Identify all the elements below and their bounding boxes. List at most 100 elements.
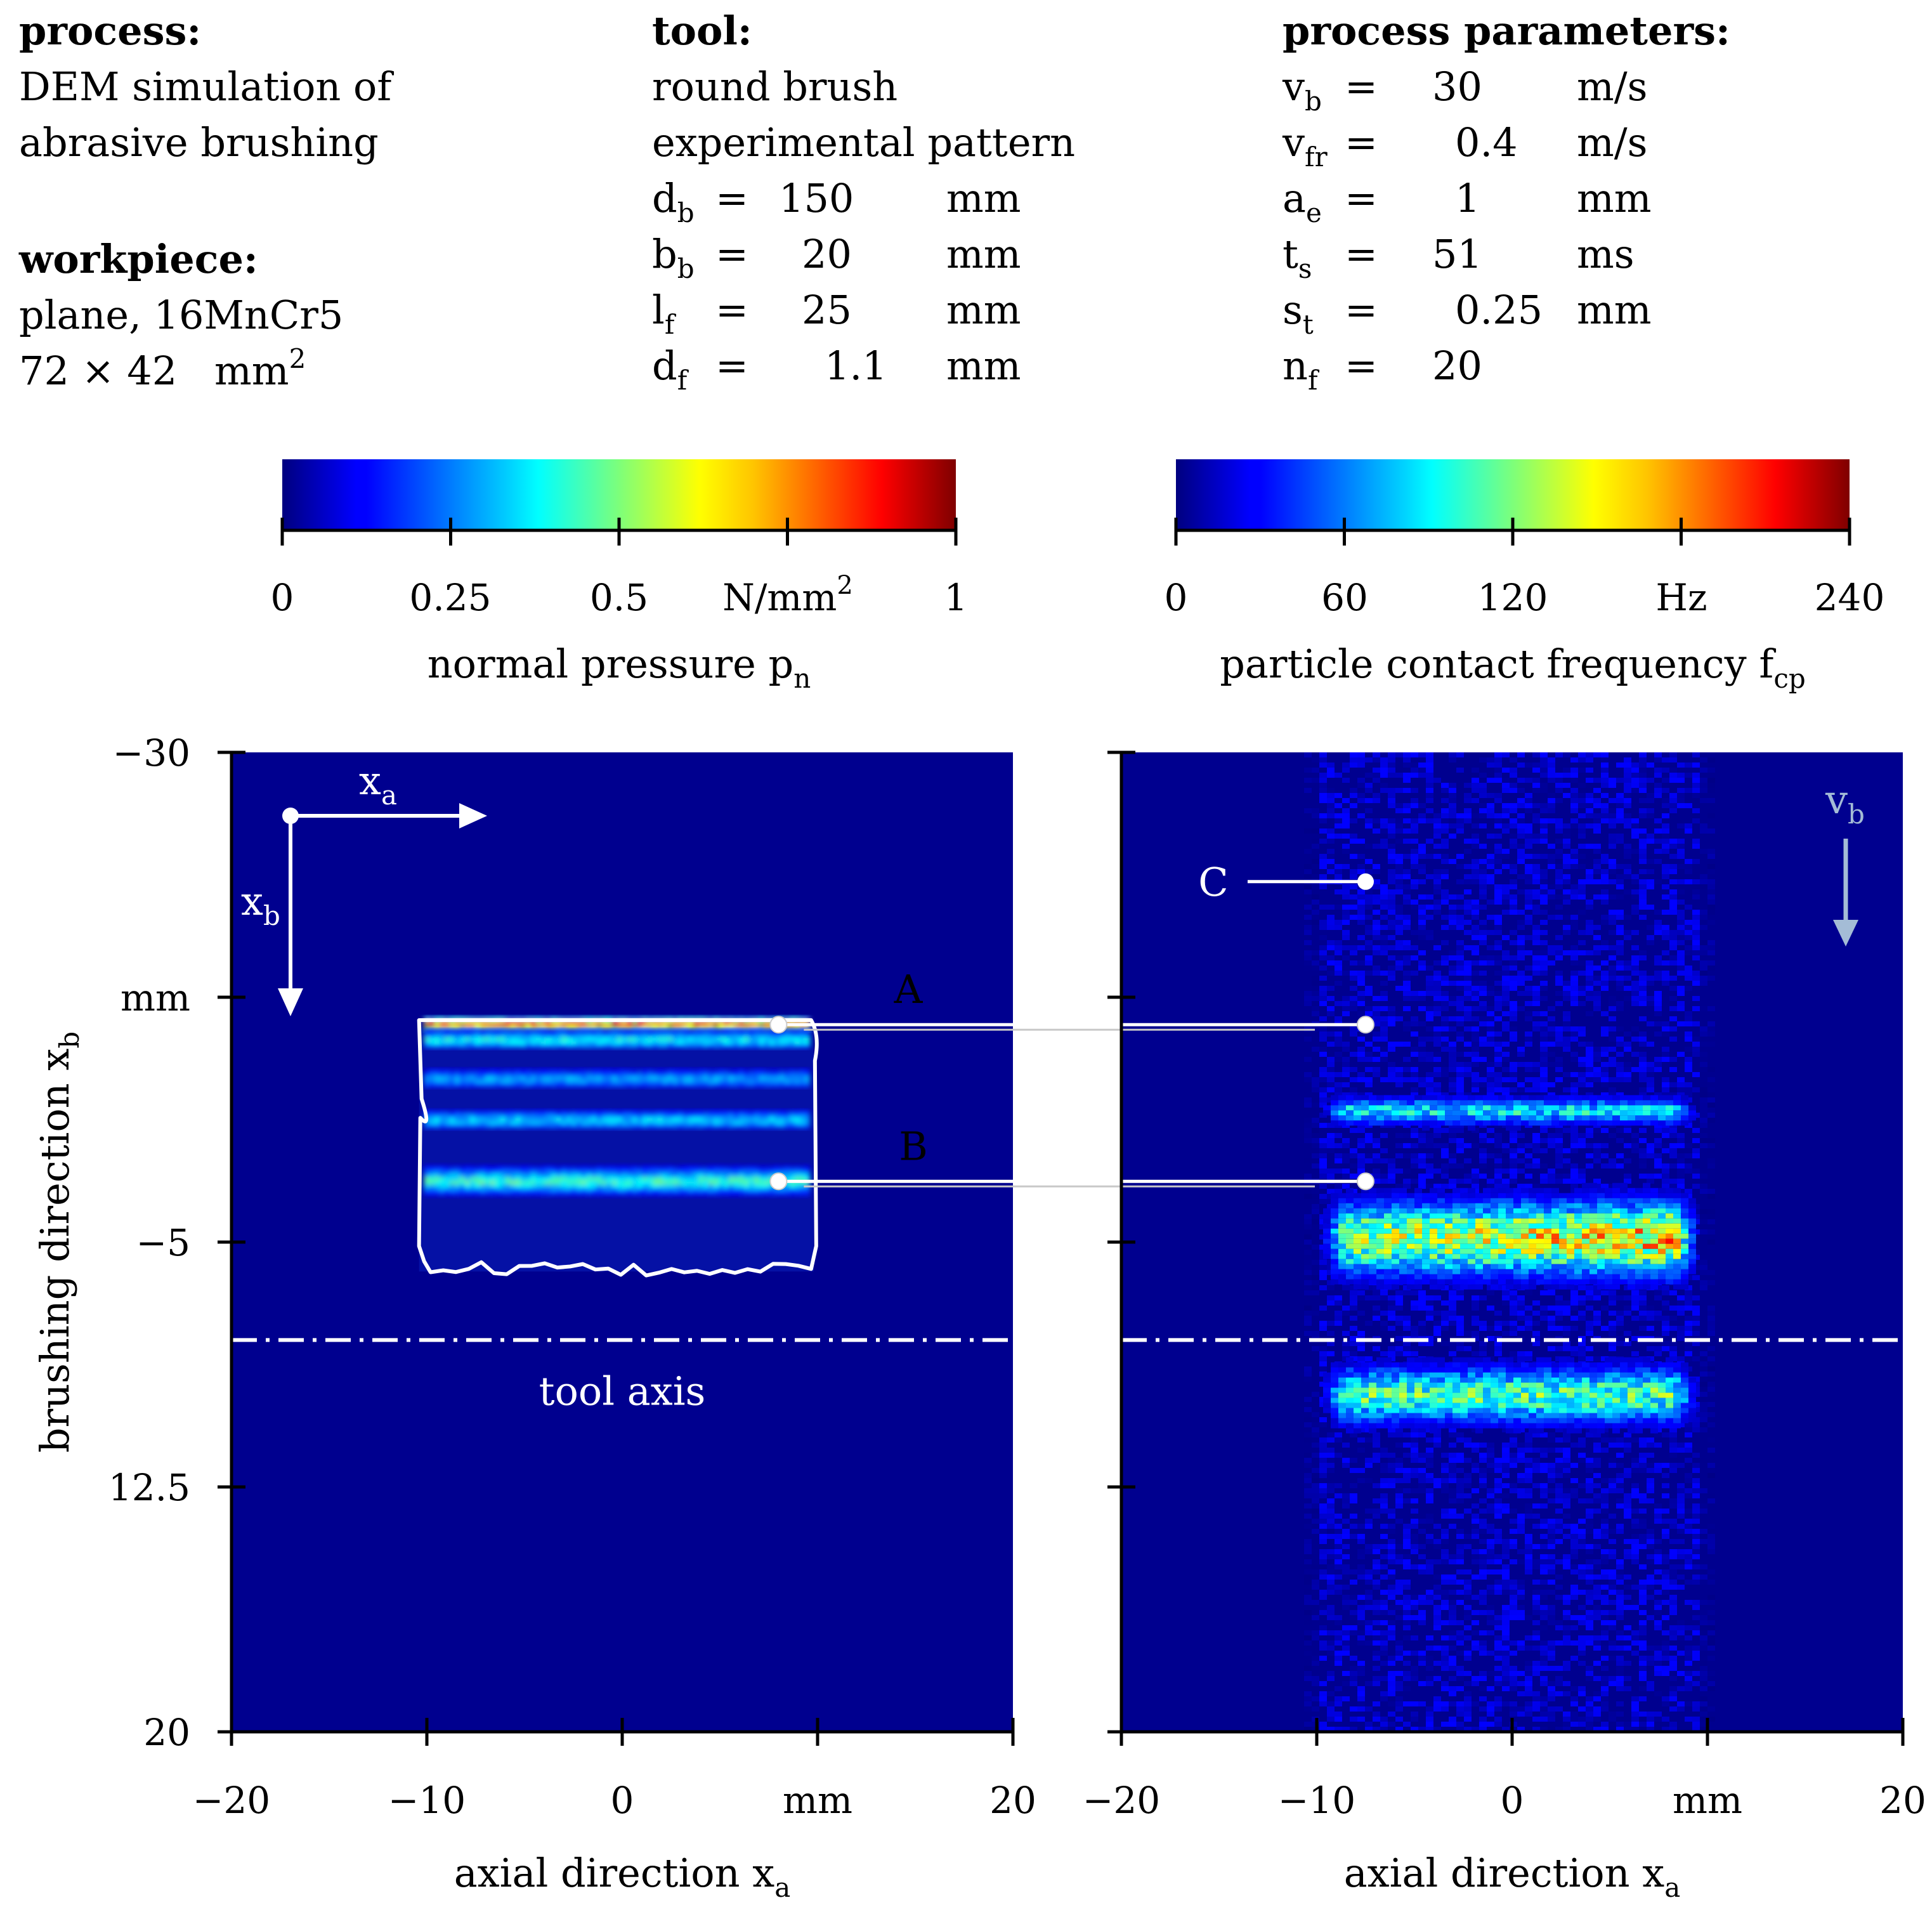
frequency-cell <box>1403 1067 1411 1072</box>
frequency-cell <box>1707 1077 1715 1082</box>
frequency-cell <box>1540 808 1548 813</box>
frequency-cell <box>1411 905 1418 910</box>
pressure-cell <box>611 1020 617 1025</box>
pressure-cell <box>556 1083 561 1088</box>
frequency-cell <box>1517 955 1525 960</box>
pressure-cell <box>424 1184 429 1189</box>
frequency-cell <box>1433 991 1441 996</box>
frequency-cell <box>1502 976 1510 981</box>
pressure-cell <box>693 1020 698 1025</box>
frequency-cell <box>1662 1169 1669 1174</box>
frequency-cell <box>1456 813 1464 818</box>
frequency-cell <box>1647 905 1654 910</box>
frequency-cell <box>1669 1128 1677 1133</box>
frequency-cell <box>1586 971 1593 976</box>
pressure-cell <box>764 1165 769 1170</box>
frequency-cell <box>1517 798 1525 803</box>
frequency-cell <box>1304 813 1312 818</box>
pressure-cell <box>424 1024 429 1028</box>
frequency-cell <box>1707 1209 1715 1214</box>
pressure-cell <box>551 1110 556 1114</box>
frequency-cell <box>1502 991 1510 996</box>
pressure-cell <box>799 1072 805 1077</box>
frequency-cell <box>1555 798 1563 803</box>
pressure-cell <box>677 1033 683 1037</box>
pressure-cell <box>622 1165 627 1170</box>
frequency-cell <box>1517 1158 1525 1163</box>
pressure-cell <box>723 1125 729 1129</box>
frequency-cell <box>1517 1184 1525 1189</box>
frequency-cell <box>1700 757 1707 763</box>
frequency-cell <box>1692 763 1700 768</box>
pressure-cell <box>571 1029 577 1033</box>
frequency-cell <box>1426 1037 1433 1042</box>
pressure-cell <box>662 1125 668 1129</box>
frequency-cell <box>1418 1006 1426 1011</box>
pressure-cell <box>799 1173 805 1177</box>
frequency-cell <box>1350 976 1357 981</box>
frequency-cell <box>1479 925 1487 930</box>
pressure-cell <box>642 1125 648 1129</box>
pressure-cell <box>449 1169 455 1174</box>
pressure-cell <box>652 1040 658 1045</box>
frequency-cell <box>1624 915 1631 920</box>
pressure-cell <box>774 1080 780 1084</box>
frequency-cell <box>1586 844 1593 849</box>
frequency-cell <box>1707 1006 1715 1011</box>
frequency-cell <box>1578 844 1586 849</box>
frequency-cell <box>1456 996 1464 1001</box>
pressure-cell <box>515 1024 521 1028</box>
frequency-cell <box>1624 763 1631 768</box>
pressure-cell <box>733 1024 739 1028</box>
frequency-cell <box>1319 763 1327 768</box>
frequency-cell <box>1639 849 1647 854</box>
pressure-cell <box>622 1024 627 1028</box>
pressure-cell <box>779 1113 785 1118</box>
pressure-cell <box>505 1188 511 1193</box>
pressure-cell <box>617 1181 622 1185</box>
frequency-cell <box>1685 945 1692 950</box>
frequency-cell <box>1335 1052 1342 1057</box>
frequency-cell <box>1700 823 1707 828</box>
frequency-cell <box>1342 1057 1350 1062</box>
pressure-cell <box>469 1184 475 1189</box>
frequency-cell <box>1335 823 1342 828</box>
pressure-cell <box>718 1029 724 1033</box>
pressure-cell <box>566 1121 571 1125</box>
frequency-cell <box>1456 945 1464 950</box>
pressure-cell <box>581 1029 587 1033</box>
frequency-cell <box>1449 910 1456 915</box>
frequency-cell <box>1456 1082 1464 1087</box>
frequency-cell <box>1304 1062 1312 1067</box>
frequency-cell <box>1510 894 1517 900</box>
frequency-cell <box>1647 925 1654 930</box>
pressure-cell <box>764 1029 769 1033</box>
frequency-cell <box>1510 976 1517 981</box>
frequency-cell <box>1487 778 1494 783</box>
frequency-cell <box>1479 889 1487 894</box>
frequency-cell <box>1593 950 1601 955</box>
pressure-cell <box>520 1024 526 1028</box>
pressure-cell <box>566 1024 571 1028</box>
frequency-cell <box>1692 940 1700 945</box>
frequency-cell <box>1586 1092 1593 1097</box>
pressure-cell <box>545 1117 551 1122</box>
frequency-cell <box>1654 996 1662 1001</box>
pressure-cell <box>672 1169 678 1174</box>
frequency-cell <box>1494 1072 1502 1077</box>
frequency-cell <box>1350 869 1357 874</box>
frequency-cell <box>1327 1087 1335 1092</box>
pressure-cell <box>703 1029 708 1033</box>
frequency-cell <box>1563 900 1570 905</box>
frequency-cell <box>1609 808 1616 813</box>
frequency-cell <box>1502 935 1510 940</box>
frequency-cell <box>1639 828 1647 834</box>
pressure-cell <box>754 1117 759 1122</box>
frequency-cell <box>1312 1072 1319 1077</box>
frequency-cell <box>1472 859 1479 864</box>
frequency-cell <box>1373 945 1380 950</box>
frequency-cell <box>1304 1072 1312 1077</box>
frequency-cell <box>1403 1057 1411 1062</box>
frequency-cell <box>1616 818 1624 823</box>
frequency-cell <box>1373 930 1380 935</box>
